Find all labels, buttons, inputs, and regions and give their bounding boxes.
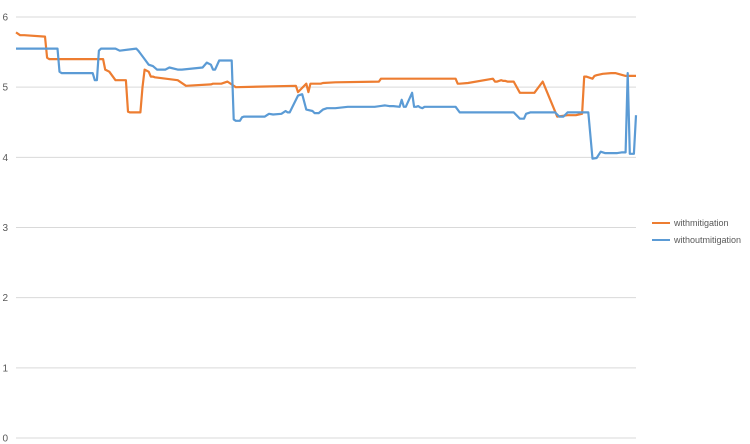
legend-label-withmitigation: withmitigation bbox=[674, 217, 729, 228]
y-tick-label: 6 bbox=[2, 13, 8, 24]
legend-swatch-withoutmitigation bbox=[652, 238, 670, 241]
y-tick-labels: 0 1 2 3 4 5 6 bbox=[2, 13, 8, 444]
y-tick-label: 0 bbox=[2, 434, 8, 444]
legend-label-withoutmitigation: withoutmitigation bbox=[674, 234, 742, 245]
gridlines bbox=[16, 16, 636, 439]
legend-swatch-withmitigation bbox=[652, 221, 670, 224]
y-tick-label: 5 bbox=[2, 83, 8, 94]
y-tick-label: 2 bbox=[2, 293, 8, 304]
y-tick-label: 4 bbox=[2, 153, 8, 164]
series-line-withoutmitigation bbox=[16, 47, 638, 160]
legend-item-withoutmitigation: withoutmitigation bbox=[652, 231, 741, 248]
series-lines bbox=[15, 31, 638, 160]
legend-item-withmitigation: withmitigation bbox=[652, 214, 741, 231]
series-line-withmitigation bbox=[15, 31, 636, 118]
y-tick-label: 3 bbox=[2, 223, 8, 234]
y-tick-label: 1 bbox=[2, 363, 8, 374]
legend: withmitigation withoutmitigation bbox=[652, 214, 741, 248]
